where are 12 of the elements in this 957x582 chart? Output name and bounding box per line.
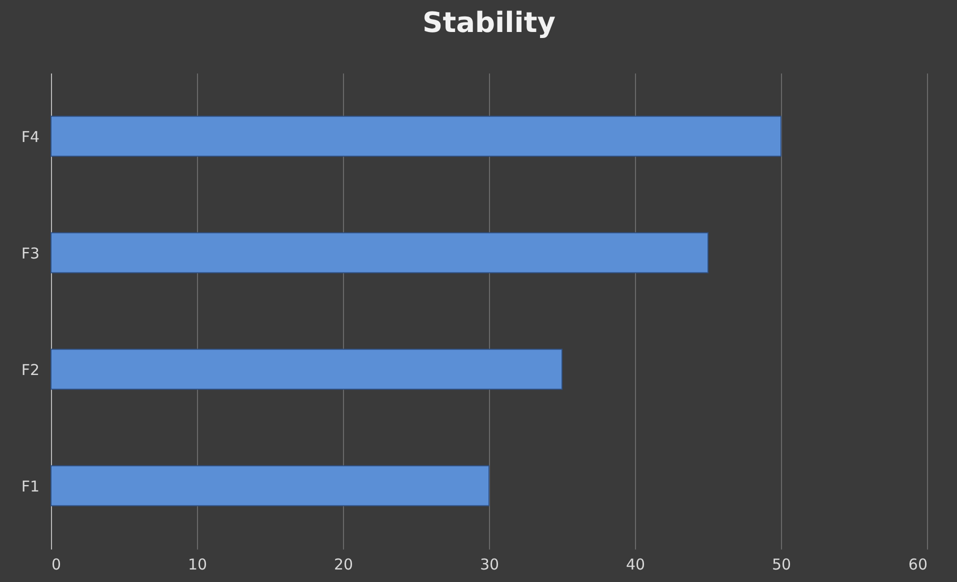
y-tick-label: F4 [21, 128, 40, 146]
y-tick-label: F2 [21, 360, 40, 379]
y-tick-label: F3 [21, 244, 40, 262]
x-tick-label: 20 [334, 556, 354, 574]
x-tick-label: 50 [772, 556, 792, 574]
x-tick-label: 10 [188, 556, 208, 574]
x-tick-label: 40 [626, 556, 646, 574]
y-tick-label: F1 [21, 477, 40, 496]
x-tick-label: 60 [908, 556, 928, 574]
x-tick-label: 30 [480, 556, 500, 574]
chart-title: Stability [422, 6, 556, 39]
x-tick-label: 0 [52, 556, 62, 574]
